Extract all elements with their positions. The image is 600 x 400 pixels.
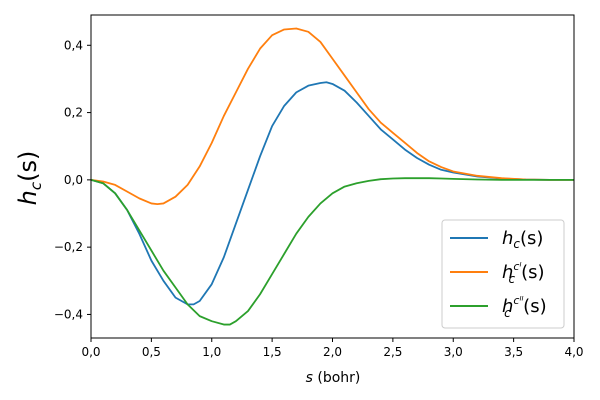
x-tick-label: 3,0 [444,345,463,359]
x-tick-label: 0,0 [81,345,100,359]
x-axis-label-unit: (bohr) [313,370,360,386]
series-line-1 [91,81,574,306]
x-tick-label: 2,0 [323,345,342,359]
y-tick-label: 0,2 [64,106,83,120]
y-axis-label: hc(s) [14,151,45,206]
y-axis-label-rest: (s) [14,151,42,182]
x-tick-label: 2,5 [383,345,402,359]
legend-label-3: hcᴵᴵ c (s) [502,294,547,320]
y-axis-label-sub: c [27,181,45,190]
y-tick-label: 0,0 [64,173,83,187]
series-line-2 [91,27,574,205]
legend-label-1: hc(s) [502,228,543,251]
y-tick-label: −0,2 [54,240,83,254]
x-tick-label: 1,0 [202,345,221,359]
legend-box [441,219,565,329]
x-axis-label-var: s [306,370,313,386]
legend-label-2: hcᴵ c (s) [502,260,545,286]
x-tick-label: 3,5 [504,345,523,359]
y-axis: −0,4 −0,2 0,0 0,2 0,4 [54,38,91,321]
x-tick-label: 0,5 [142,345,161,359]
y-tick-label: −0,4 [54,307,83,321]
x-axis-label: s (bohr) [306,370,361,386]
legend: hc(s) hcᴵ c (s) hcᴵᴵ c (s) [441,219,565,329]
y-tick-label: 0,4 [64,38,83,52]
x-axis: 0,0 0,5 1,0 1,5 2,0 2,5 3,0 3,5 4,0 [81,338,584,359]
series-line-3 [91,177,574,326]
x-tick-label: 1,5 [263,345,282,359]
y-axis-label-base: h [14,190,42,205]
x-tick-label: 4,0 [564,345,583,359]
